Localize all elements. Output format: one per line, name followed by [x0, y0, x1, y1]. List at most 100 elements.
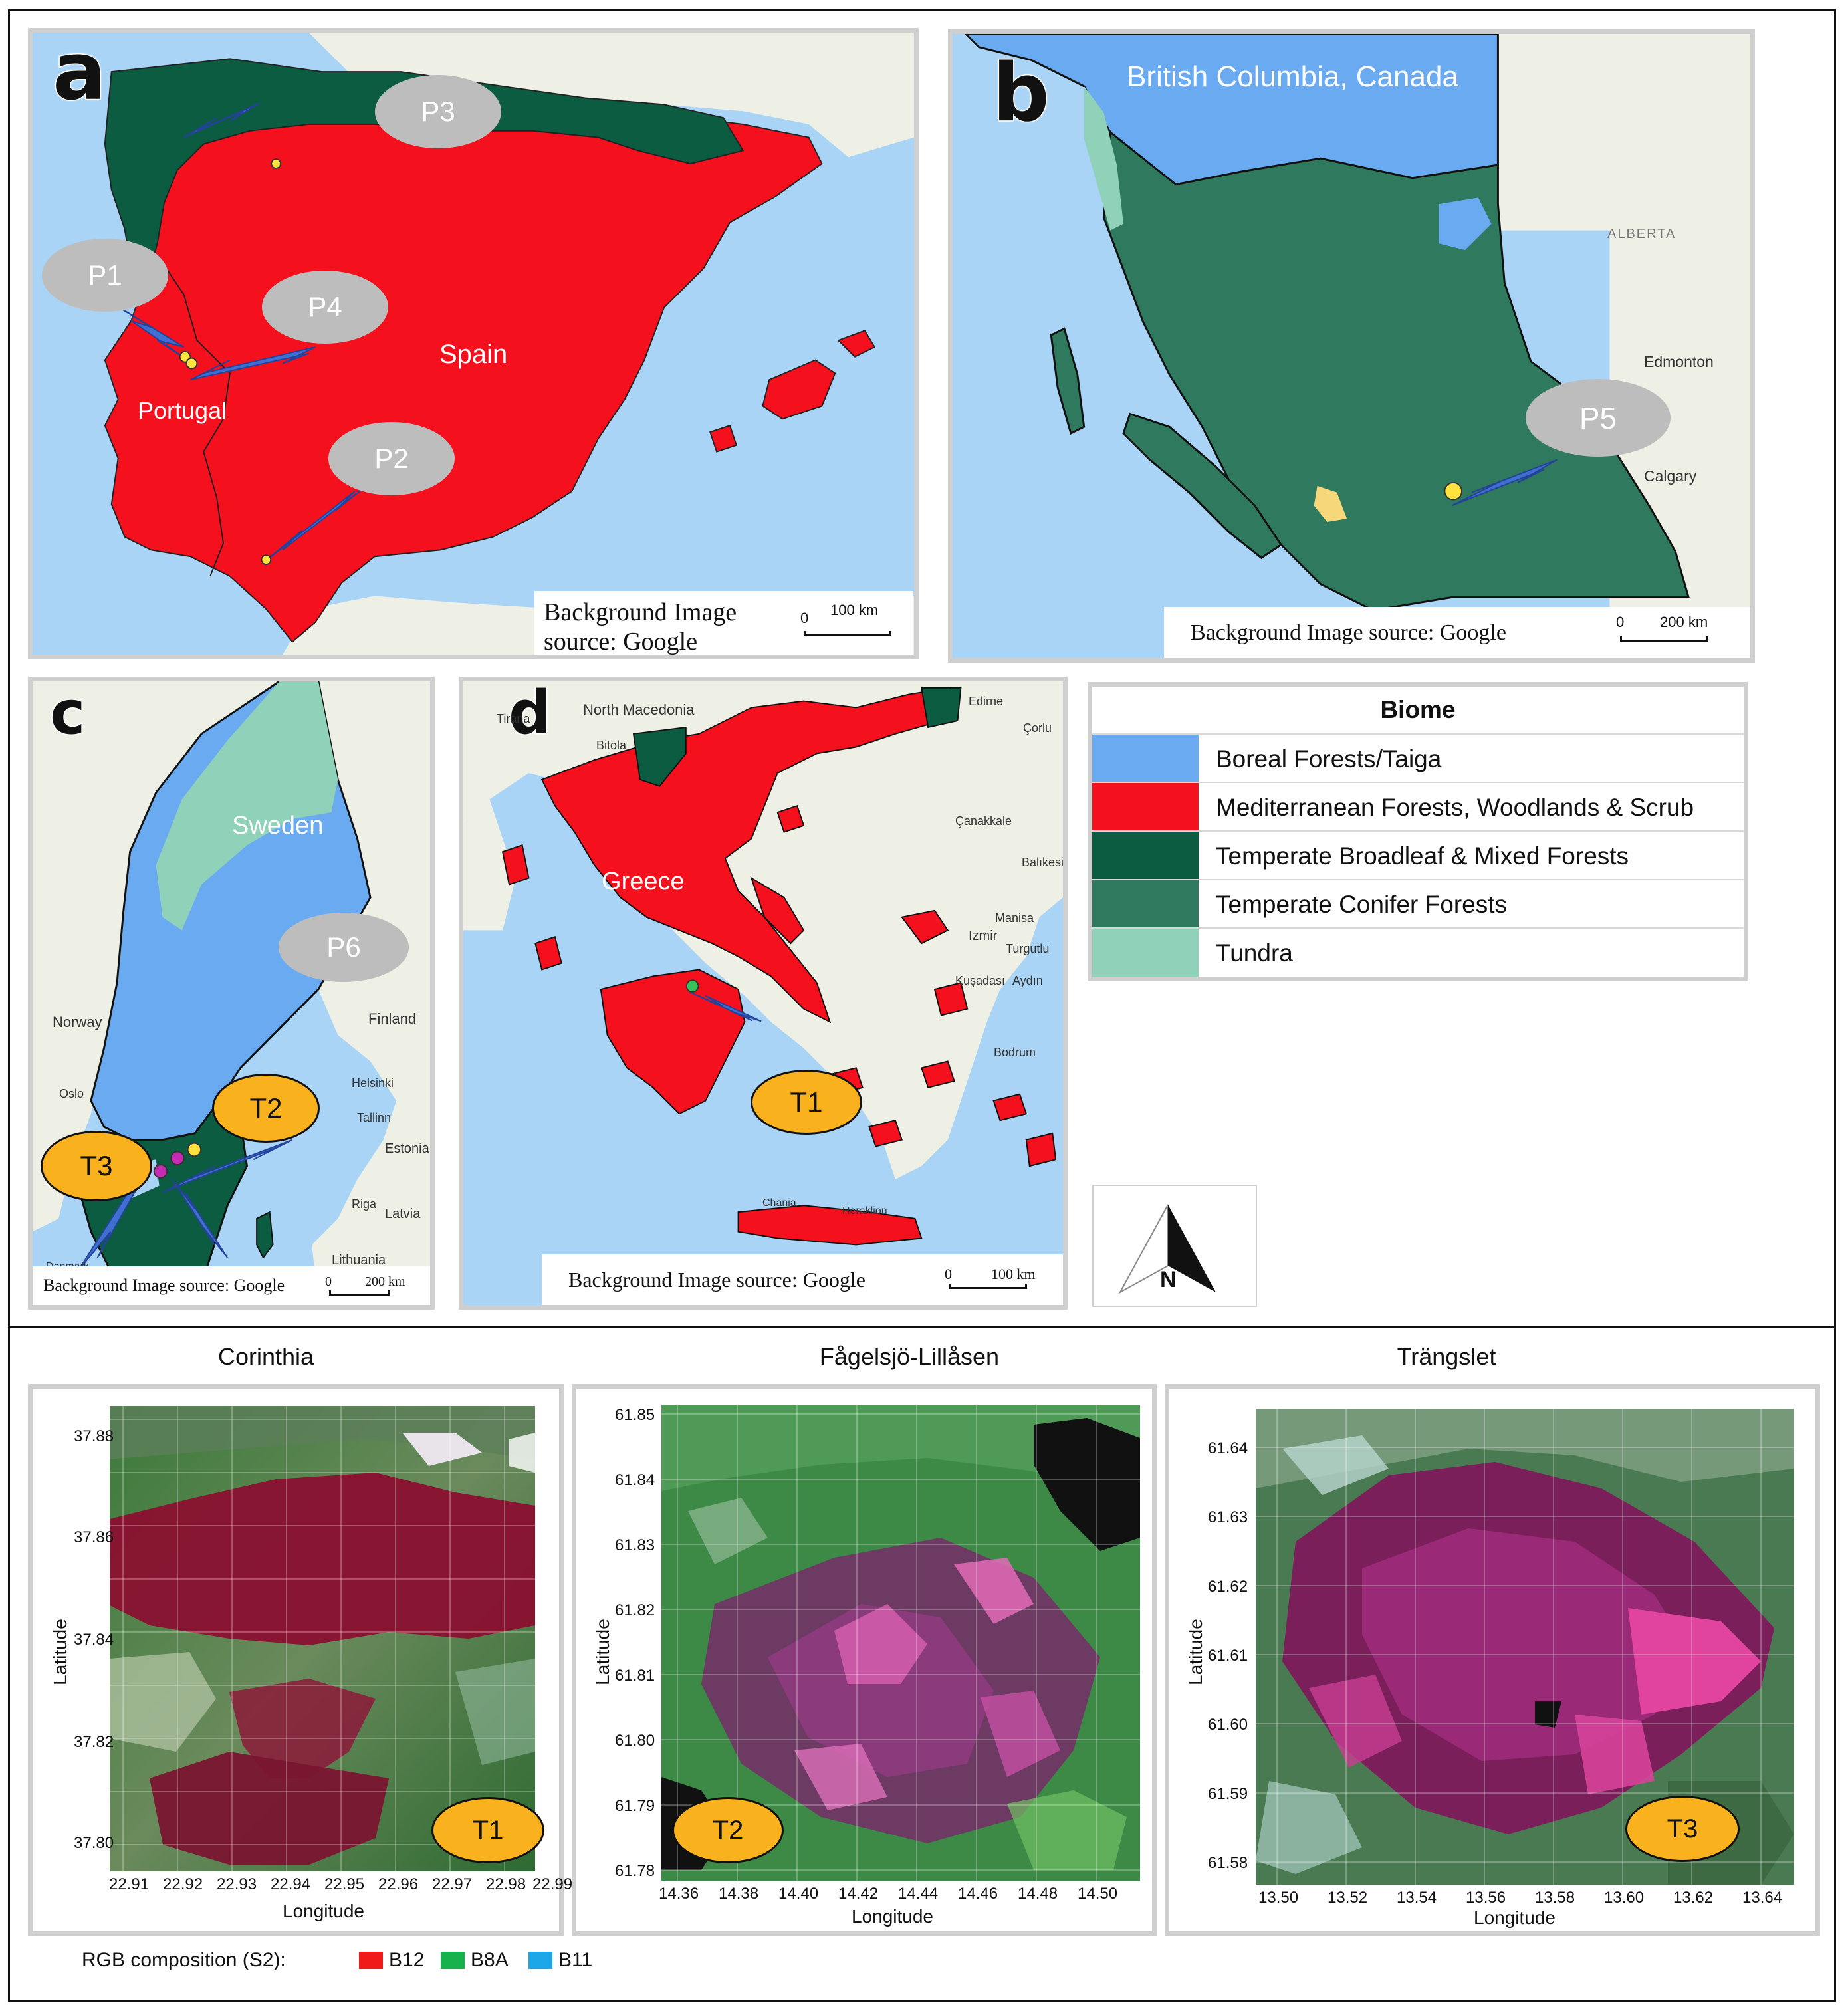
scale-value-b: 200 km: [1660, 614, 1708, 630]
sat-title-trangslet: Trängslet: [1397, 1343, 1496, 1370]
x-tick: 22.97: [432, 1875, 473, 1893]
band-label-b11: B11: [558, 1949, 593, 1971]
north-label: N: [1160, 1267, 1177, 1292]
sweden-map: [33, 681, 430, 1305]
sat-badge-t1: T1: [431, 1797, 544, 1863]
scale-bar-b: 0 200 km: [1589, 607, 1750, 658]
basemap-label-tirana: Tirana: [497, 712, 530, 725]
y-tick: 61.62: [1208, 1578, 1248, 1596]
label-portugal: Portugal: [138, 397, 227, 424]
section-divider: [8, 1326, 1836, 1328]
map-credit-b: Background Image source: Google: [1164, 607, 1589, 658]
legend-swatch: [1092, 735, 1199, 783]
basemap-label-latvia: Latvia: [385, 1207, 421, 1221]
basemap-label-helsinki: Helsinki: [352, 1076, 394, 1090]
north-arrow-icon: [1118, 1204, 1216, 1294]
sat-title-fagelsjo: Fågelsjö-Lillåsen: [819, 1343, 1000, 1370]
scale-zero-a: 0: [800, 610, 809, 626]
basemap-label-manisa: Manisa: [995, 911, 1034, 925]
x-tick: 22.91: [109, 1875, 150, 1893]
x-tick: 14.48: [1018, 1885, 1058, 1903]
rgb-legend-label: RGB composition (S2):: [82, 1949, 286, 1971]
legend-swatch: [1092, 880, 1199, 929]
panel-letter-a: a: [52, 28, 108, 120]
x-tick: 14.46: [958, 1885, 998, 1903]
point-bubble-p3: P3: [375, 75, 501, 148]
basemap-label-kusadasi: Kuşadası: [955, 974, 1006, 987]
basemap-label-riga: Riga: [352, 1197, 377, 1211]
sat-badge-t3: T3: [1625, 1796, 1740, 1862]
scale-zero-b: 0: [1616, 614, 1625, 630]
y-tick: 61.63: [1208, 1508, 1248, 1526]
point-bubble-p5: P5: [1526, 379, 1671, 457]
x-tick: 22.98: [486, 1875, 526, 1893]
satellite-image-corinthia: [110, 1406, 535, 1871]
y-tick: 37.88: [74, 1427, 114, 1445]
sat-panel-trangslet: T3 61.64 61.63 61.62 61.61 61.60 61.59 6…: [1165, 1384, 1820, 1936]
basemap-label-bitola: Bitola: [596, 739, 627, 752]
x-tick: 14.40: [778, 1885, 819, 1903]
legend-row: Temperate Broadleaf & Mixed Forests: [1092, 830, 1744, 880]
y-tick: 61.85: [615, 1406, 655, 1424]
basemap-label-tallinn: Tallinn: [357, 1111, 392, 1124]
band-swatch-b12: [359, 1952, 383, 1969]
basemap-label-calgary: Calgary: [1644, 467, 1697, 485]
x-tick: 14.36: [659, 1885, 699, 1903]
x-tick: 22.93: [217, 1875, 257, 1893]
map-panel-a: a Spain Portugal P1 P2 P3 P4 Background …: [28, 28, 919, 659]
band-swatch-b11: [528, 1952, 552, 1969]
credit-text-d: Background Image source: Google: [568, 1268, 866, 1292]
y-tick: 61.83: [615, 1536, 655, 1554]
x-tick: 14.38: [719, 1885, 759, 1903]
north-arrow: N: [1092, 1185, 1257, 1307]
basemap-label-edmonton: Edmonton: [1644, 353, 1714, 370]
point-bubble-p4: P4: [262, 271, 388, 344]
x-tick: 22.94: [271, 1875, 311, 1893]
y-tick: 37.84: [74, 1631, 114, 1649]
basemap-label-heraklion: Heraklion: [842, 1205, 887, 1217]
basemap-label-oslo: Oslo: [59, 1087, 84, 1100]
x-tick: 13.52: [1328, 1889, 1368, 1907]
map-credit-a: Background Image source: Google: [534, 591, 794, 655]
greece-map: [463, 681, 1063, 1305]
legend-row: Boreal Forests/Taiga: [1092, 733, 1744, 783]
y-tick: 37.82: [74, 1733, 114, 1751]
x-tick: 13.56: [1466, 1889, 1506, 1907]
map-panel-c: c Sweden Norway Finland Oslo Helsinki Ta…: [28, 677, 435, 1310]
y-tick: 61.60: [1208, 1716, 1248, 1734]
basemap-label-alberta: ALBERTA: [1607, 227, 1676, 241]
x-tick: 14.50: [1078, 1885, 1118, 1903]
legend-label: Temperate Conifer Forests: [1216, 891, 1508, 918]
y-tick: 37.80: [74, 1834, 114, 1852]
scale-value-a: 100 km: [830, 602, 879, 618]
sat-title-corinthia: Corinthia: [217, 1343, 314, 1370]
basemap-label-finland: Finland: [368, 1010, 417, 1027]
panel-letter-b: b: [992, 47, 1051, 141]
x-tick: 22.92: [163, 1875, 203, 1893]
basemap-label-corlu: Çorlu: [1023, 721, 1052, 735]
basemap-label-lithuania: Lithuania: [332, 1253, 386, 1268]
sat-panel-fagelsjo: T2 61.85 61.84 61.83 61.82 61.81 61.80 6…: [572, 1384, 1157, 1936]
x-tick: 13.54: [1397, 1889, 1437, 1907]
y-tick: 61.81: [615, 1667, 655, 1685]
credit-text-b: Background Image source: Google: [1191, 620, 1506, 645]
legend-row: Temperate Conifer Forests: [1092, 879, 1744, 929]
legend-swatch: [1092, 832, 1199, 880]
x-axis-label: Longitude: [852, 1906, 934, 1927]
x-axis-label: Longitude: [1474, 1907, 1556, 1928]
label-sweden: Sweden: [232, 812, 324, 840]
legend-row: Mediterranean Forests, Woodlands & Scrub: [1092, 782, 1744, 832]
legend-row: Tundra: [1092, 927, 1744, 977]
fire-bubble-t2: T2: [212, 1074, 320, 1143]
map-credit-c: Background Image source: Google 0 200 km: [33, 1266, 430, 1305]
y-tick: 61.78: [615, 1862, 655, 1880]
point-bubble-p2: P2: [328, 422, 455, 495]
fire-bubble-t1: T1: [751, 1070, 862, 1135]
x-tick: 14.42: [838, 1885, 879, 1903]
basemap-label-izmir: Izmir: [969, 929, 998, 943]
x-tick: 22.99: [532, 1875, 573, 1893]
point-bubble-p1: P1: [42, 239, 168, 312]
x-axis-label: Longitude: [283, 1901, 365, 1921]
basemap-label-turgutlu: Turgutlu: [1006, 942, 1050, 955]
basemap-label-norway: Norway: [53, 1014, 102, 1030]
